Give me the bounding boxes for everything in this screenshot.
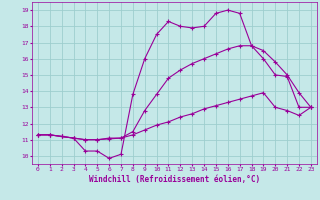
X-axis label: Windchill (Refroidissement éolien,°C): Windchill (Refroidissement éolien,°C): [89, 175, 260, 184]
